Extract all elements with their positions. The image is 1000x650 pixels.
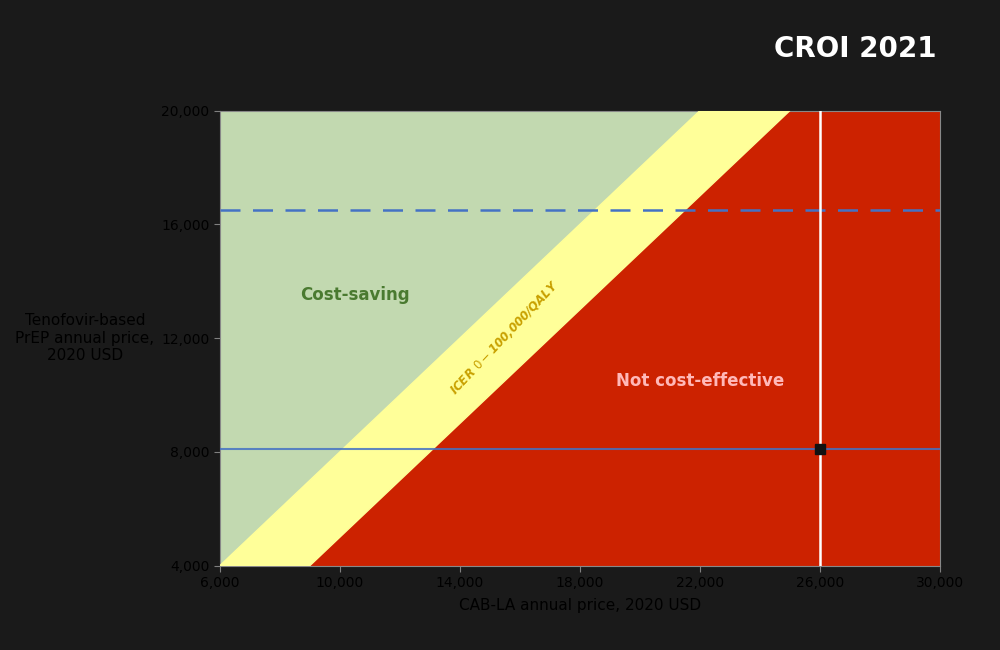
Text: CROI 2021: CROI 2021 bbox=[774, 34, 936, 63]
Polygon shape bbox=[220, 111, 700, 566]
Polygon shape bbox=[220, 111, 790, 566]
Text: ICER $0 - $100,000/QALY: ICER $0 - $100,000/QALY bbox=[447, 278, 563, 398]
Text: Cost-saving: Cost-saving bbox=[300, 287, 410, 304]
Text: Not cost-effective: Not cost-effective bbox=[616, 372, 784, 389]
Text: Tenofovir-based
PrEP annual price,
2020 USD: Tenofovir-based PrEP annual price, 2020 … bbox=[15, 313, 155, 363]
X-axis label: CAB-LA annual price, 2020 USD: CAB-LA annual price, 2020 USD bbox=[459, 598, 701, 613]
